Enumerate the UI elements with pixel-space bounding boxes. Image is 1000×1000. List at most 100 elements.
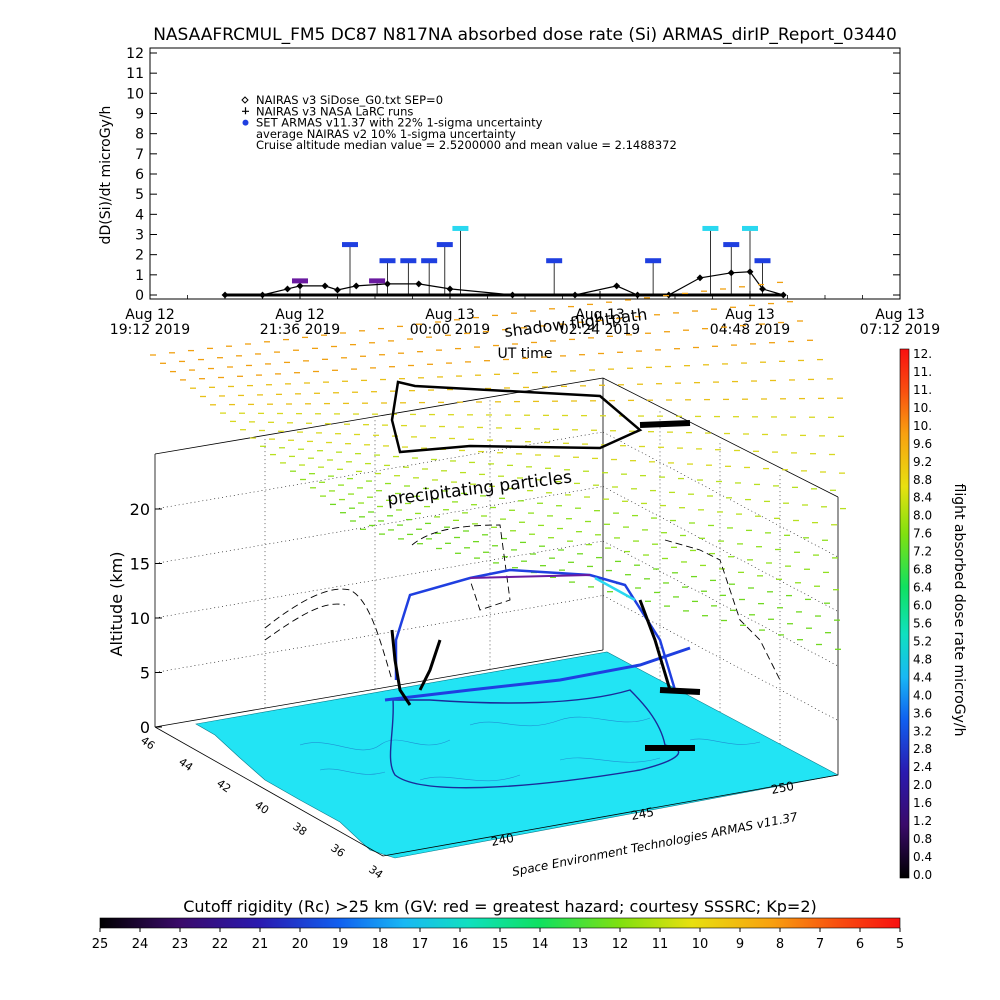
armas-point <box>400 258 417 264</box>
armas-point <box>379 258 396 264</box>
top-x-tick-label-day: Aug 13 <box>875 307 925 323</box>
dose-colorbar-tick-label: 9.2 <box>913 455 932 469</box>
cutoff-tick-label: 6 <box>856 937 864 952</box>
top-x-tick-label-day: Aug 12 <box>275 307 325 323</box>
altitude-gridline-right <box>602 431 839 558</box>
shadow-flightpath-top <box>390 380 643 454</box>
latitude-tick-label: 40 <box>252 798 271 817</box>
dose-colorbar-tick-label: 8.0 <box>913 509 932 523</box>
cutoff-rigidity-bar: Cutoff rigidity (Rc) >25 km (GV: red = g… <box>92 897 904 952</box>
cutoff-label: Cutoff rigidity (Rc) >25 km (GV: red = g… <box>183 897 817 916</box>
altitude-tick-label: 5 <box>140 664 150 683</box>
cutoff-tick-label: 15 <box>492 937 509 952</box>
top-y-tick-label: 11 <box>126 66 144 82</box>
shadow-flightpath-cluster <box>639 420 691 428</box>
cutoff-ticks: 25 24 23 22 21 20 19 18 17 16 15 14 13 12 11 10 9 8 7 6 5 <box>92 928 904 952</box>
dose-colorbar-tick-label: 7.2 <box>913 545 932 559</box>
chart-title: NASAAFRCMUL_FM5 DC87 N817NA absorbed dos… <box>153 25 897 45</box>
landing-cluster <box>659 687 701 695</box>
dose-colorbar-tick-label: 4.8 <box>913 652 932 666</box>
armas-point <box>546 258 563 264</box>
top-y-tick-label: 4 <box>135 207 144 223</box>
dose-colorbar-tick-label: 4.0 <box>913 688 932 702</box>
dose-colorbar-tick-label: 5.6 <box>913 616 932 630</box>
longitude-tick-label: 250 <box>770 779 795 797</box>
legend-entry: NAIRAS v3 SiDose_G0.txt SEP=0 <box>256 93 443 107</box>
top-y-tick-label: 2 <box>135 248 144 264</box>
top-y-tick-label: 12 <box>126 46 144 62</box>
flightpath-3d-cruise <box>469 574 591 579</box>
legend-entry: average NAIRAS v2 10% 1-sigma uncertaint… <box>256 127 516 141</box>
longitude-axis: 240 245 250 <box>382 774 839 857</box>
top-y-tick-label: 9 <box>135 107 144 123</box>
precipitating-particles-layer <box>150 281 846 650</box>
dose-colorbar-tick-label: 1.6 <box>913 796 932 810</box>
ground-map-features <box>299 716 761 782</box>
top-x-tick-label-time: 19:12 2019 <box>110 322 190 338</box>
dose-colorbar-tick-label: 5.2 <box>913 634 932 648</box>
top-x-tick-label-time: 04:48 2019 <box>710 322 790 338</box>
cutoff-tick-label: 19 <box>332 937 349 952</box>
cutoff-tick-label: 17 <box>412 937 429 952</box>
dose-colorbar-tick-label: 7.6 <box>913 527 932 541</box>
altitude-tick-label: 0 <box>140 718 150 737</box>
latitude-tick-label: 44 <box>176 755 195 774</box>
armas-point <box>754 258 771 264</box>
nairas-series-line <box>225 271 784 296</box>
top-x-tick-label-day: Aug 13 <box>725 307 775 323</box>
top-y-tick-label: 8 <box>135 127 144 143</box>
altitude-tick-label: 20 <box>130 500 150 519</box>
dose-colorbar-tick-label: 11. <box>913 383 932 397</box>
cutoff-tick-label: 16 <box>452 937 469 952</box>
dose-colorbar-gradient <box>899 348 910 879</box>
dose-colorbar-tick-label: 2.4 <box>913 760 932 774</box>
nairas-point <box>321 282 329 290</box>
armas-point <box>742 225 758 231</box>
nairas-point <box>696 274 704 282</box>
armas-point <box>369 278 386 284</box>
nairas-point <box>613 282 621 290</box>
cutoff-tick-label: 13 <box>572 937 589 952</box>
latitude-tick-label: 42 <box>214 777 233 796</box>
ground-flightpath-shadow <box>389 689 680 789</box>
altitude-gridline-right <box>602 595 839 721</box>
altitude-gridline-left <box>154 431 604 510</box>
top-x-tick-label-time: 02:24 2019 <box>560 322 640 338</box>
cutoff-tick-label: 11 <box>652 937 669 952</box>
ground-map <box>195 651 839 859</box>
top-x-tick-label-day: Aug 13 <box>425 307 475 323</box>
cutoff-tick-label: 8 <box>776 937 784 952</box>
dose-colorbar-tick-label: 10. <box>913 419 932 433</box>
nairas-point <box>352 282 360 290</box>
top-y-label: dD(Si)/dt microGy/h <box>98 106 114 245</box>
nairas-point <box>334 286 341 294</box>
top-y-tick-label: 5 <box>135 187 144 203</box>
legend-diamond-marker <box>241 96 249 104</box>
dose-colorbar-tick-label: 8.8 <box>913 473 932 487</box>
flightpath-3d-high <box>594 576 636 602</box>
dose-colorbar-tick-label: 6.0 <box>913 599 932 613</box>
top-y-tick-label: 0 <box>135 288 144 304</box>
dose-colorbar-tick-label: 3.6 <box>913 706 932 720</box>
cutoff-tick-label: 12 <box>612 937 629 952</box>
dose-colorbar-tick-label: 0.8 <box>913 832 932 846</box>
top-y-tick-label: 7 <box>135 147 144 163</box>
nairas-point <box>284 285 291 293</box>
legend-entry: NAIRAS v3 NASA LaRC runs <box>256 104 413 118</box>
altitude-label: Altitude (km) <box>107 552 126 657</box>
wall-projections <box>264 524 781 681</box>
dose-colorbar-tick-label: 8.4 <box>913 491 932 505</box>
dose-colorbar-tick-label: 6.8 <box>913 563 932 577</box>
cutoff-tick-label: 10 <box>692 937 709 952</box>
altitude-axis: 0 5 10 15 20 <box>130 500 162 737</box>
cutoff-tick-label: 20 <box>292 937 309 952</box>
armas-point <box>342 242 358 248</box>
dose-colorbar-tick-label: 12. <box>913 347 932 361</box>
latitude-tick-label: 36 <box>328 841 347 860</box>
cutoff-tick-label: 9 <box>736 937 744 952</box>
dose-colorbar-tick-label: 1.2 <box>913 814 932 828</box>
top-y-tick-label: 6 <box>135 167 144 183</box>
